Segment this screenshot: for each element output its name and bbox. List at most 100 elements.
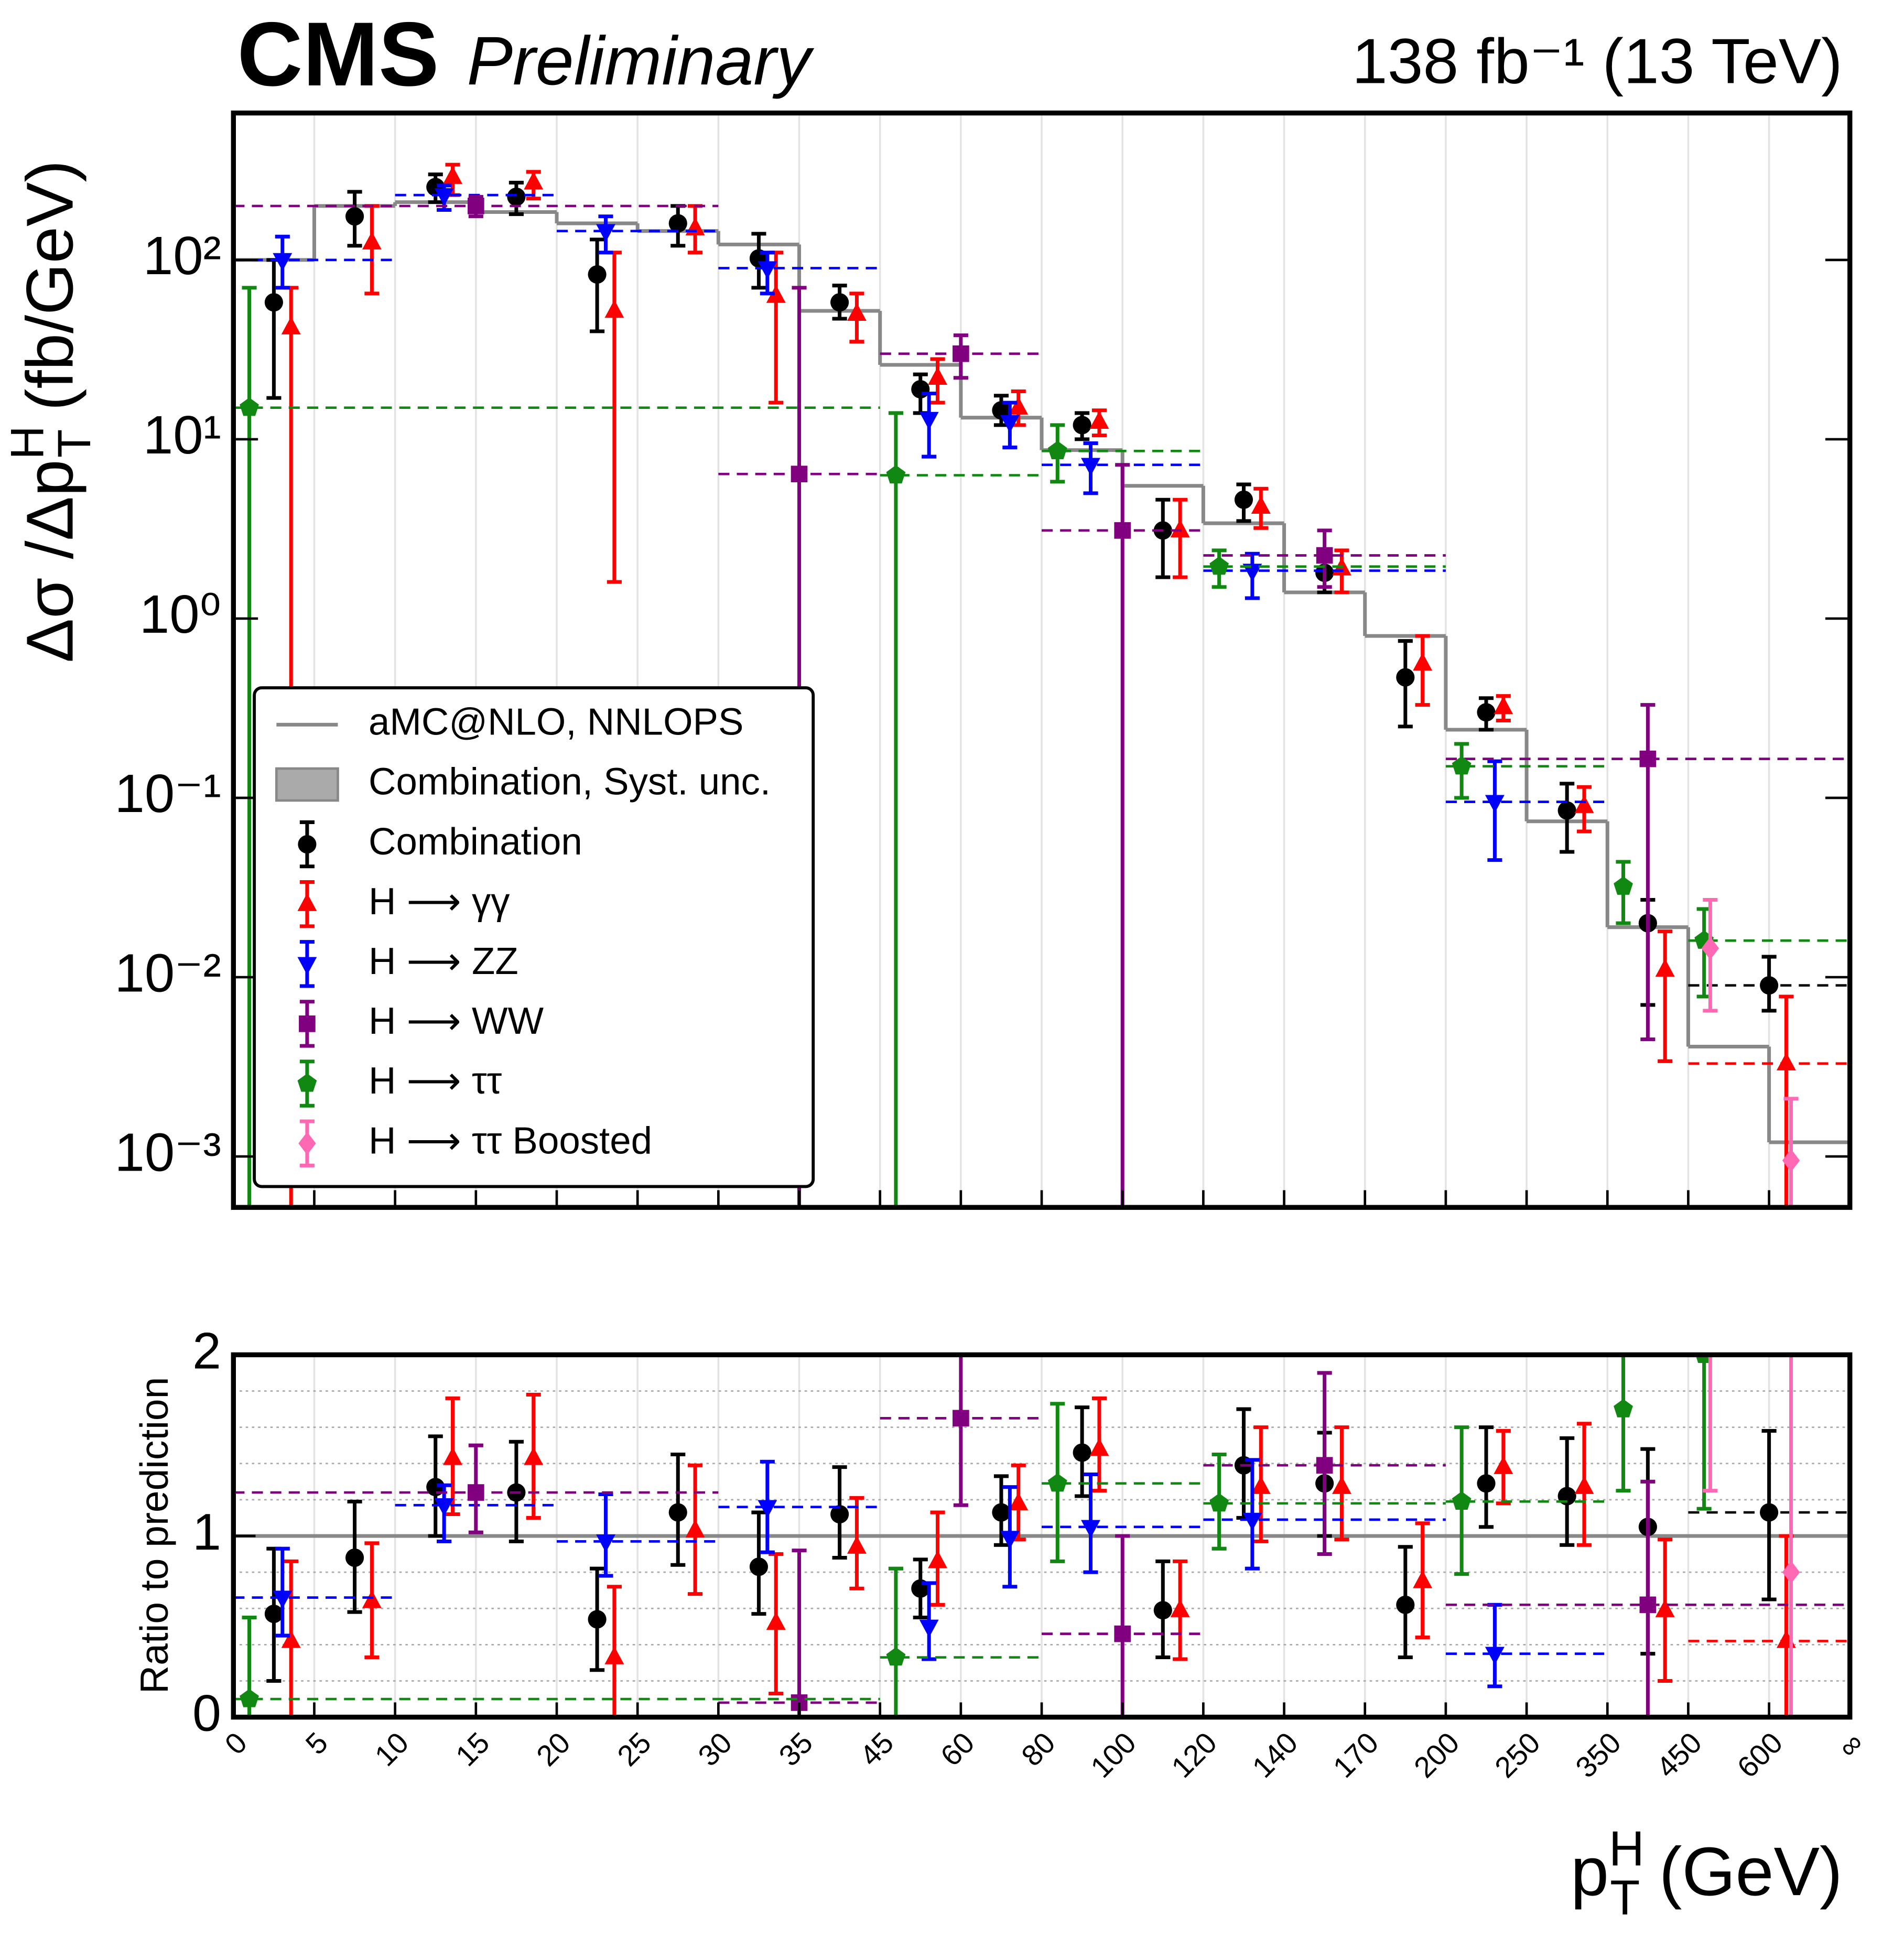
ratio-marker — [992, 1503, 1011, 1522]
legend-label: Combination, Syst. unc. — [369, 761, 771, 803]
marker — [281, 316, 301, 334]
x-tick-label: 170 — [1327, 1726, 1385, 1784]
ratio-marker — [273, 1590, 293, 1609]
ratio-marker — [345, 1548, 364, 1567]
ratio-marker — [1047, 1473, 1067, 1492]
marker — [1760, 976, 1779, 995]
x-tick-label: ∞ — [1832, 1726, 1870, 1764]
ratio-marker — [1494, 1456, 1513, 1474]
y-axis-label: Δσ /ΔpHT (fb/GeV) — [1, 160, 100, 663]
marker — [1170, 519, 1190, 538]
y-axis-label-sub: T — [47, 429, 100, 458]
ratio-marker — [596, 1534, 615, 1553]
ratio-marker — [1574, 1476, 1594, 1494]
legend-swatch — [275, 767, 339, 802]
ratio-y-tick-label: 2 — [192, 1322, 221, 1379]
marker — [766, 285, 786, 303]
ratio-marker — [919, 1619, 939, 1638]
y-tick-label: 10⁰ — [139, 584, 221, 644]
ratio-marker — [434, 1498, 454, 1517]
ratio-marker — [1114, 1625, 1131, 1642]
marker — [886, 465, 906, 484]
x-tick-label: 20 — [530, 1726, 577, 1772]
marker — [1242, 564, 1262, 582]
y-tick-label: 10⁻³ — [114, 1122, 221, 1182]
legend-marker — [297, 893, 317, 911]
marker — [1639, 750, 1657, 767]
marker — [847, 302, 867, 321]
annotation-layer: CMS Preliminary 138 fb⁻¹ (13 TeV) Δσ /Δp… — [1, 3, 1869, 1925]
ratio-marker — [1251, 1476, 1271, 1494]
marker — [791, 466, 808, 483]
marker — [1251, 495, 1271, 514]
ratio-marker — [468, 1484, 484, 1501]
x-tick-label: 35 — [772, 1726, 819, 1772]
marker — [273, 253, 293, 271]
ratio-marker — [1776, 1630, 1796, 1648]
ratio-marker — [1413, 1570, 1433, 1588]
marker — [240, 397, 259, 416]
x-tick-label: 350 — [1569, 1726, 1627, 1784]
legend-box — [253, 686, 815, 1188]
ratio-plot-area — [233, 1355, 1850, 1717]
ratio-marker — [1000, 1531, 1020, 1549]
marker — [1114, 522, 1131, 539]
marker — [758, 261, 777, 279]
x-tick-label: 30 — [691, 1726, 738, 1772]
marker — [468, 198, 484, 214]
x-tick-label: 60 — [934, 1726, 981, 1772]
legend-label: Combination — [369, 820, 582, 863]
y-axis-label-main: Δσ /Δp — [13, 460, 87, 663]
x-tick-label: 140 — [1246, 1726, 1304, 1784]
x-axis-label-sub: T — [1610, 1870, 1640, 1925]
ratio-marker — [1782, 1561, 1800, 1584]
legend-marker — [298, 835, 317, 854]
legend-label: H ⟶ ZZ — [369, 940, 518, 982]
ratio-marker — [264, 1605, 283, 1624]
marker — [953, 345, 969, 362]
ratio-marker — [240, 1689, 259, 1707]
legend-label: aMC@NLO, NNLOPS — [369, 701, 743, 743]
x-tick-label: 600 — [1730, 1726, 1789, 1784]
experiment-label: CMS — [237, 3, 439, 105]
marker — [1614, 876, 1633, 895]
marker — [434, 188, 454, 207]
ratio-marker — [1242, 1512, 1262, 1531]
marker — [830, 293, 849, 312]
ratio-marker — [1153, 1601, 1172, 1620]
x-tick-label: 45 — [853, 1726, 900, 1772]
ratio-marker — [685, 1519, 705, 1538]
ratio-marker — [766, 1611, 786, 1630]
marker — [1655, 958, 1675, 977]
marker — [588, 265, 607, 284]
marker — [604, 299, 624, 318]
ratio-marker — [1655, 1599, 1675, 1617]
legend-marker — [299, 1015, 316, 1032]
x-axis-label: pH T (GeV) — [1571, 1821, 1843, 1925]
y-tick-label: 10² — [143, 225, 221, 286]
marker — [1557, 801, 1576, 820]
marker — [1209, 556, 1229, 575]
ratio-marker — [847, 1535, 867, 1554]
ratio-marker — [443, 1447, 462, 1465]
marker — [1073, 416, 1091, 435]
ratio-marker — [1089, 1438, 1109, 1456]
marker — [1494, 696, 1513, 715]
marker — [1396, 668, 1415, 687]
x-tick-label: 250 — [1488, 1726, 1546, 1784]
legend-marker — [297, 1073, 317, 1092]
ratio-marker — [1477, 1474, 1496, 1493]
ratio-marker — [1396, 1595, 1415, 1614]
marker — [1452, 756, 1472, 775]
marker — [264, 293, 283, 312]
ratio-marker — [749, 1557, 769, 1576]
marker — [919, 412, 939, 430]
ratio-marker — [1332, 1476, 1351, 1494]
x-tick-label: 120 — [1165, 1726, 1223, 1784]
x-axis-label-unit: (GeV) — [1640, 1833, 1842, 1910]
x-tick-label: 10 — [369, 1726, 415, 1772]
marker — [524, 171, 544, 190]
marker — [928, 366, 948, 385]
subtitle: Preliminary — [467, 22, 815, 99]
